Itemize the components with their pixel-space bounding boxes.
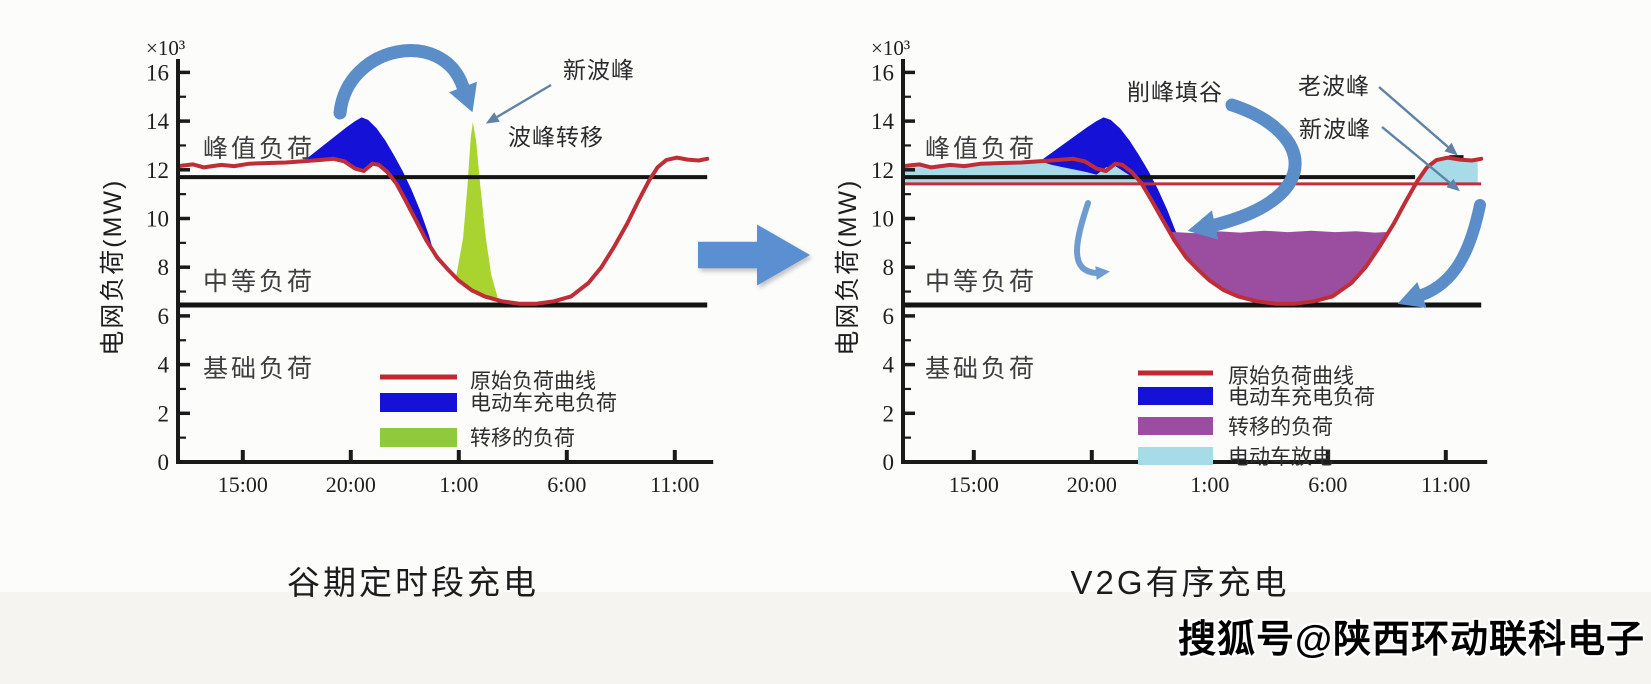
- flow-arrow-icon: [333, 44, 470, 120]
- y-tick-label: 2: [883, 401, 895, 426]
- legend-swatch: [1138, 417, 1213, 435]
- zone-label: 基础负荷: [925, 355, 1037, 383]
- bottom-band: [0, 592, 1651, 684]
- transferred-load-region: [1170, 230, 1390, 304]
- chart-timed-valley-charging: 0 2 4 6 8 10 12 14 16 15:00 20:00 1:00 6:00 11:00 ×10³…: [99, 36, 714, 497]
- y-tick-label: 0: [883, 450, 895, 475]
- y-tick-label: 16: [871, 60, 894, 85]
- y-tick-label: 2: [158, 401, 170, 426]
- legend-swatch: [380, 428, 457, 447]
- y-tick-label: 10: [871, 207, 894, 232]
- annotation-label: 新波峰: [1299, 116, 1371, 142]
- y-tick-label: 4: [883, 353, 895, 378]
- arrow-head-icon: [1187, 210, 1219, 240]
- y-tick-label: 14: [146, 109, 170, 134]
- annotation-label: 削峰填谷: [1127, 79, 1223, 105]
- zone-label: 峰值负荷: [925, 135, 1037, 163]
- legend-label: 转移的负荷: [470, 427, 575, 450]
- flow-arrow-icon: [1416, 199, 1486, 301]
- y-tick-label: 14: [871, 109, 895, 134]
- arrow-head-icon: [1397, 282, 1427, 308]
- legend-label: 转移的负荷: [1228, 416, 1333, 439]
- y-tick-label: 4: [158, 353, 170, 378]
- arrow-head-icon: [1095, 266, 1110, 280]
- y-tick-label: 12: [146, 158, 169, 183]
- flow-arrow-icon: [1074, 200, 1099, 276]
- x-tick-label: 1:00: [1190, 472, 1229, 497]
- arrow-head-icon: [449, 81, 477, 113]
- legend-swatch: [380, 393, 457, 412]
- original-load-curve: [901, 155, 1484, 306]
- annotation-label: 新波峰: [563, 57, 635, 83]
- arrow-head-icon: [1444, 142, 1458, 156]
- legend-label: 电动车充电负荷: [470, 392, 617, 415]
- arrow-head-icon: [485, 112, 500, 124]
- x-tick-label: 11:00: [650, 472, 699, 497]
- x-tick-label: 20:00: [326, 472, 376, 497]
- y-scale-note: ×10³: [871, 36, 910, 60]
- y-tick-label: 10: [146, 207, 169, 232]
- transform-arrow-icon: [698, 224, 810, 286]
- y-tick-label: 8: [883, 255, 895, 280]
- y-axis-title: 电网负荷(MW): [99, 179, 127, 356]
- ev-charging-load-region: [303, 117, 432, 246]
- y-tick-label: 8: [158, 255, 170, 280]
- right-block-arrow-icon: [698, 224, 810, 286]
- zone-label: 中等负荷: [925, 268, 1037, 296]
- annotation-arrow: [496, 83, 552, 119]
- x-tick-label: 1:00: [439, 472, 478, 497]
- x-tick-label: 15:00: [949, 472, 999, 497]
- y-tick-label: 6: [883, 304, 895, 329]
- y-tick-label: 12: [871, 158, 894, 183]
- x-tick-label: 11:00: [1421, 472, 1470, 497]
- x-tick-label: 20:00: [1067, 472, 1117, 497]
- legend-label: 原始负荷曲线: [470, 370, 596, 393]
- flow-arrow-icon: [1208, 98, 1302, 232]
- watermark-text: 搜狐号@陕西环动联科电子: [1177, 619, 1645, 661]
- legend-swatch: [1138, 387, 1213, 405]
- y-tick-label: 16: [146, 60, 169, 85]
- chart-title-right: V2G有序充电: [1070, 564, 1290, 601]
- y-scale-note: ×10³: [146, 36, 185, 60]
- transferred-load-spike: [455, 122, 498, 298]
- chart-title-left: 谷期定时段充电: [287, 564, 539, 601]
- zone-label: 峰值负荷: [203, 135, 315, 163]
- annotation-arrow: [1381, 126, 1451, 184]
- x-tick-label: 15:00: [218, 472, 268, 497]
- legend-label: 电动车充电负荷: [1228, 386, 1375, 409]
- zone-label: 中等负荷: [203, 268, 315, 296]
- zone-label: 基础负荷: [203, 355, 315, 383]
- y-tick-label: 6: [158, 304, 170, 329]
- annotation-arrow: [1378, 86, 1449, 148]
- chart-v2g-ordered-charging: 0 2 4 6 8 10 12 14 16 15:00 20:00 1:00 6:00 11:00 ×10³…: [834, 36, 1488, 497]
- y-axis-title: 电网负荷(MW): [834, 179, 862, 356]
- arrow-head-icon: [1446, 178, 1460, 192]
- annotation-label: 老波峰: [1298, 73, 1370, 99]
- y-tick-label: 0: [158, 450, 170, 475]
- original-load-curve: [176, 155, 710, 306]
- legend-label: 电动车放电: [1228, 446, 1333, 469]
- legend-swatch: [1138, 447, 1213, 465]
- legend-label: 原始负荷曲线: [1228, 365, 1354, 388]
- annotation-label: 波峰转移: [508, 124, 604, 150]
- x-tick-label: 6:00: [1308, 472, 1347, 497]
- ev-charging-load-region: [1039, 117, 1181, 246]
- x-tick-label: 6:00: [547, 472, 586, 497]
- right-block-arrow-shape: [698, 224, 810, 286]
